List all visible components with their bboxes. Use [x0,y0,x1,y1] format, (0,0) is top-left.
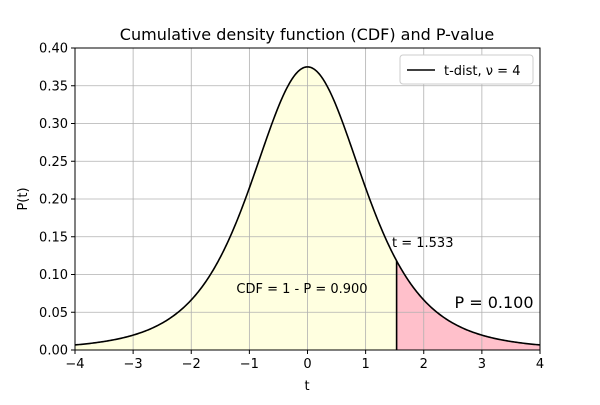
cdf-region [75,66,397,351]
legend: t-dist, ν = 4 [399,54,534,85]
p-value-region [396,260,540,350]
x-tick-label: 2 [420,357,428,372]
y-tick-label: 0.40 [39,42,68,57]
x-tick-label: −3 [124,357,143,372]
x-tick-label: 0 [303,357,311,372]
x-tick-label: 3 [478,357,486,372]
y-tick-label: 0.35 [39,79,68,94]
x-axis-ticks: −4 −3 −2 −1 0 1 2 3 4 [65,350,544,372]
chart-title: Cumulative density function (CDF) and P-… [120,25,494,44]
y-tick-label: 0.00 [39,344,68,359]
x-tick-label: 1 [361,357,369,372]
t-value-annotation: t = 1.533 [392,236,453,251]
x-axis-label: t [304,379,309,394]
y-axis-label: P(t) [16,187,31,210]
x-tick-label: −2 [182,357,201,372]
cdf-annotation: CDF = 1 - P = 0.900 [236,282,367,297]
y-tick-label: 0.15 [39,230,68,245]
x-tick-label: 4 [536,357,544,372]
x-tick-label: −4 [65,357,84,372]
legend-box [399,54,534,85]
y-tick-label: 0.10 [39,268,68,283]
y-tick-label: 0.25 [39,155,68,170]
legend-label: t-dist, ν = 4 [444,64,520,79]
y-tick-label: 0.05 [39,306,68,321]
x-tick-label: −1 [240,357,259,372]
y-axis-ticks: 0.00 0.05 0.10 0.15 0.20 0.25 0.30 0.35 0.40 [39,42,75,359]
y-tick-label: 0.30 [39,117,68,132]
y-tick-label: 0.20 [39,193,68,208]
p-value-annotation: P = 0.100 [454,293,533,312]
t-distribution-curve [74,66,541,346]
